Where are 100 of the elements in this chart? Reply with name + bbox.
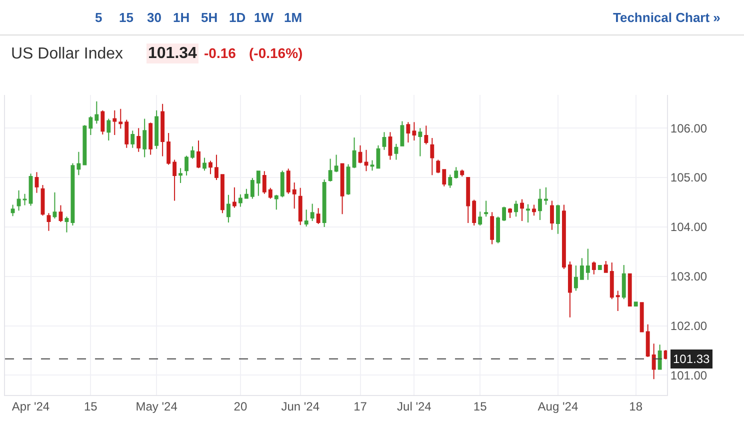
candlestick [190, 146, 194, 160]
candlestick [538, 188, 542, 221]
candlestick [28, 173, 33, 206]
candlestick [502, 206, 506, 222]
text: 5H [201, 10, 218, 25]
candlestick [112, 110, 117, 136]
candlestick [598, 264, 602, 270]
candlestick [370, 160, 374, 172]
candlestick [556, 204, 560, 234]
candlestick [136, 128, 141, 152]
candlestick [406, 122, 410, 143]
candlestick [664, 350, 667, 360]
candlestick [496, 216, 500, 244]
candlestick [634, 301, 638, 308]
x-tick-label: 17 [354, 399, 368, 414]
candlestick [604, 260, 608, 273]
candlestick [424, 125, 428, 145]
candlestick [34, 172, 39, 194]
candlestick [562, 204, 566, 270]
candlestick [178, 168, 182, 184]
candlestick [460, 169, 464, 178]
candlestick [232, 186, 236, 208]
candlestick [358, 144, 362, 164]
candlestick [532, 204, 536, 216]
candlestick [586, 248, 590, 280]
candlestick [478, 211, 482, 226]
candlestick [94, 100, 99, 124]
candlestick [334, 154, 338, 173]
text: 15 [119, 10, 134, 25]
candlestick [466, 177, 470, 224]
text: 30 [147, 10, 162, 25]
candlestick [46, 212, 51, 232]
candlestick [472, 199, 476, 226]
candlestick [184, 155, 188, 176]
y-tick-label: 106.00 [670, 121, 708, 136]
text: 1W [254, 10, 274, 25]
x-tick-label: 18 [629, 399, 643, 414]
candlestick [172, 159, 177, 202]
x-tick-label: Aug '24 [538, 399, 578, 414]
candlestick [388, 132, 392, 160]
x-tick-label: 20 [234, 399, 248, 414]
candlestick [316, 208, 320, 224]
x-tick-label: May '24 [136, 399, 178, 414]
candlestick [442, 168, 446, 187]
candlestick [298, 187, 302, 226]
candlestick [220, 174, 224, 214]
candlestick [58, 204, 63, 223]
candlestick [154, 110, 159, 150]
candlestick [454, 166, 458, 180]
candlestick [610, 262, 614, 300]
candlestick [40, 184, 45, 216]
text: (-0.16%) [249, 45, 303, 61]
candlestick [550, 200, 554, 230]
candlestick [256, 170, 260, 196]
candlestick [568, 261, 572, 318]
candlestick [148, 122, 153, 156]
candlestick [142, 118, 147, 158]
x-tick-label: Jun '24 [281, 399, 320, 414]
candlestick [244, 188, 248, 200]
candlestick [652, 343, 656, 380]
text: -0.16 [204, 45, 236, 61]
x-tick-label: Jul '24 [397, 399, 432, 414]
candlestick [106, 118, 111, 141]
candlestick [382, 132, 386, 150]
candlestick [70, 162, 75, 226]
x-tick-label: 15 [473, 399, 488, 414]
y-tick-label: 102.00 [670, 319, 708, 334]
candlestick [250, 178, 254, 200]
candlestick [238, 194, 242, 208]
text: Technical Chart » [613, 10, 720, 25]
candlestick [514, 200, 518, 218]
candlestick [322, 179, 326, 228]
candlestick [52, 192, 57, 220]
candlestick [436, 159, 440, 174]
candlestick [400, 120, 404, 147]
candlestick [100, 110, 105, 136]
candlestick [304, 209, 308, 227]
text: 1M [284, 10, 302, 25]
ref-line-label: 101.33 [673, 352, 710, 366]
candlestick [196, 140, 200, 169]
text: 101.34 [148, 45, 198, 62]
y-tick-label: 101.00 [670, 368, 708, 382]
candlestick [508, 208, 512, 219]
candlestick [484, 200, 488, 218]
candlestick [394, 143, 398, 160]
y-tick-label: 103.00 [670, 270, 708, 284]
candlestick [274, 194, 278, 210]
candlestick [364, 149, 368, 172]
candlestick [646, 324, 650, 358]
text: 1D [229, 10, 246, 25]
candlestick [592, 261, 596, 275]
candlestick [82, 124, 87, 166]
candlestick [352, 137, 356, 169]
candlestick [310, 203, 314, 222]
y-tick-label: 104.00 [670, 220, 708, 234]
candlestick [448, 174, 452, 188]
candlestick [16, 190, 21, 212]
chart-title: US Dollar Index [11, 46, 124, 63]
candlestick [76, 151, 81, 176]
candlestick [340, 162, 344, 215]
